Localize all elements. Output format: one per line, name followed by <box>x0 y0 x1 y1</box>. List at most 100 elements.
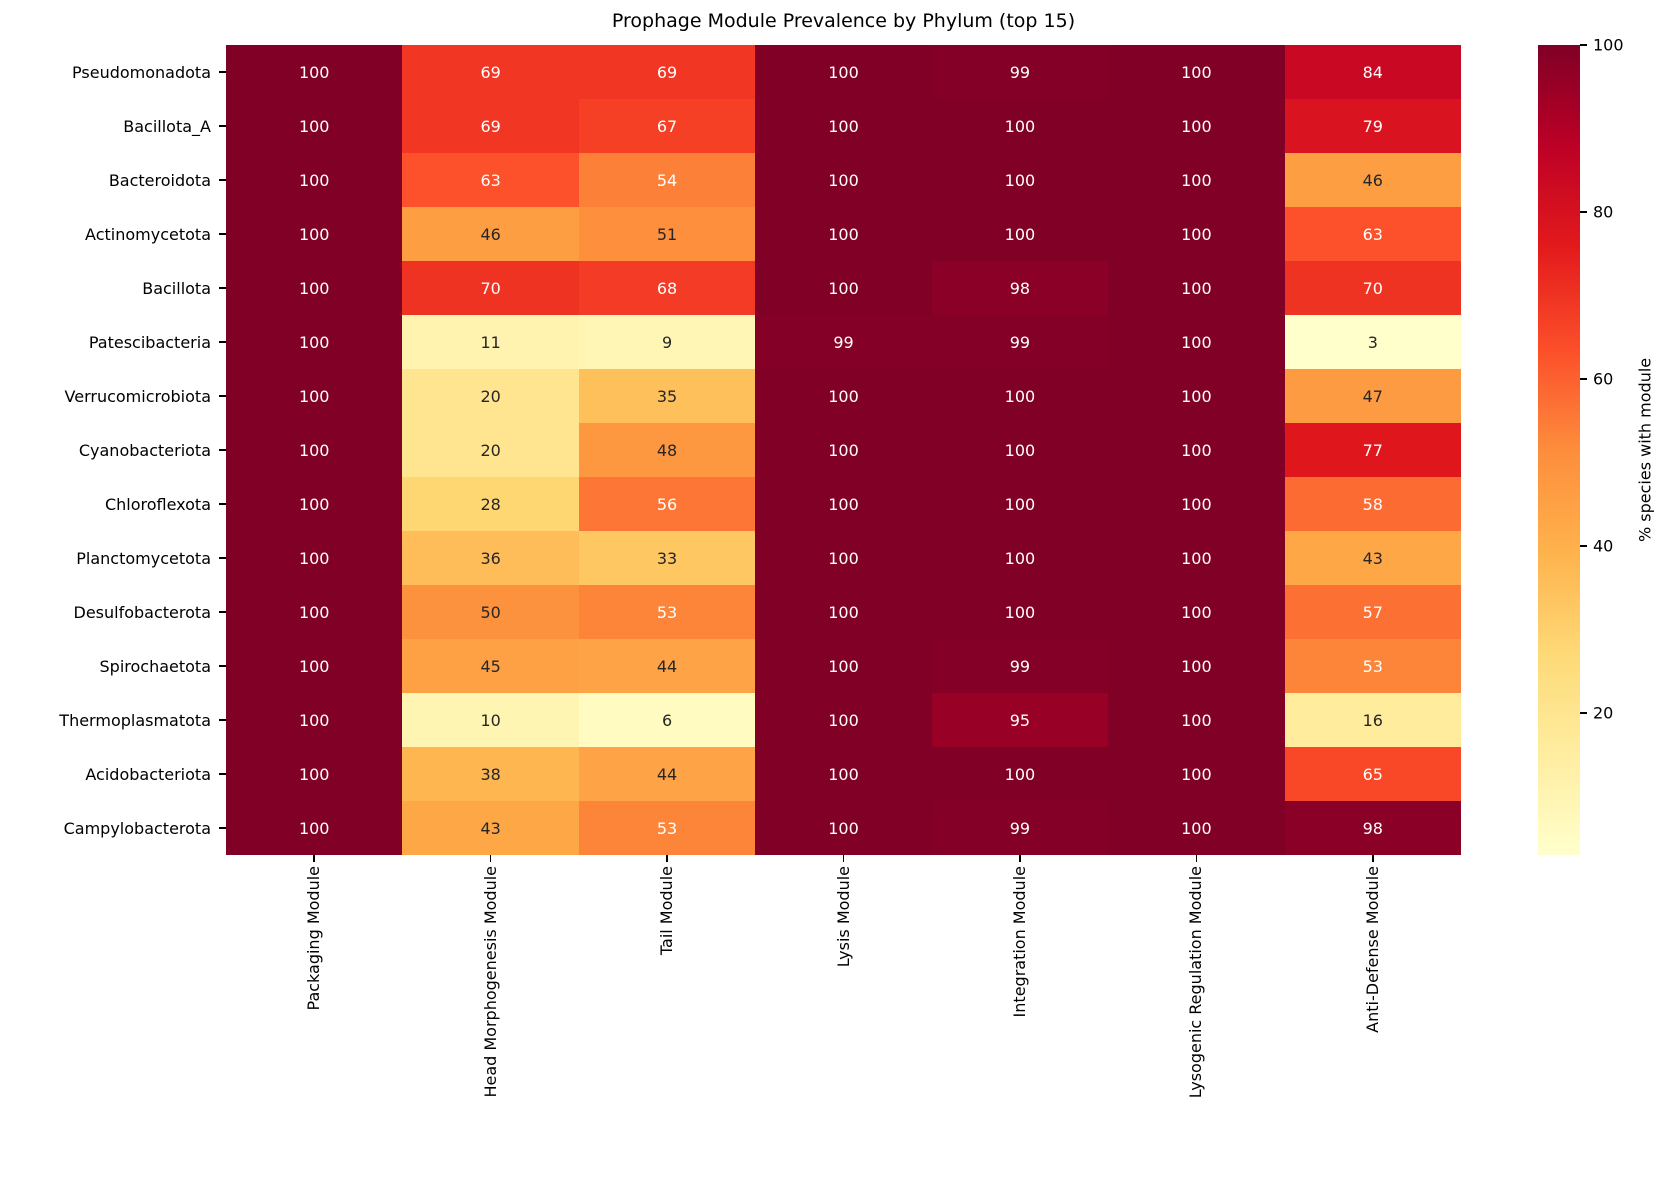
heatmap-cell: 56 <box>578 477 756 531</box>
heatmap-cell: 100 <box>755 477 932 531</box>
colorbar-tick-label: 60 <box>1593 369 1614 389</box>
heatmap-cell: 69 <box>402 45 579 99</box>
cell-value: 100 <box>298 440 330 460</box>
row-label: Bacillota_A <box>123 116 211 136</box>
heatmap-cell: 20 <box>402 369 579 423</box>
heatmap-cell: 33 <box>578 531 756 585</box>
heatmap-cell: 45 <box>402 639 579 693</box>
heatmap-cell: 58 <box>1284 477 1461 531</box>
cell-value: 100 <box>828 170 859 190</box>
cell-value: 100 <box>1181 62 1212 82</box>
x-tick <box>1371 855 1374 862</box>
colorbar-label: % species with module <box>1635 357 1655 543</box>
heatmap-cell: 36 <box>402 531 579 585</box>
cell-value: 100 <box>828 710 859 730</box>
row-label: Planctomycetota <box>76 548 211 568</box>
cell-value: 100 <box>298 494 330 514</box>
heatmap-cell: 100 <box>931 99 1109 153</box>
cell-value: 100 <box>298 278 330 298</box>
cell-value: 51 <box>656 224 678 244</box>
cell-value: 100 <box>828 818 859 838</box>
cell-value: 67 <box>656 116 678 136</box>
cell-value: 100 <box>1004 224 1036 244</box>
heatmap-cell: 100 <box>755 261 932 315</box>
cell-value: 100 <box>1181 548 1212 568</box>
cell-value: 53 <box>1362 656 1383 676</box>
cell-value: 98 <box>1362 818 1383 838</box>
cell-value: 50 <box>480 602 501 622</box>
cell-value: 100 <box>1181 116 1212 136</box>
heatmap-cell: 100 <box>755 423 932 477</box>
cell-value: 48 <box>656 440 678 460</box>
cell-value: 36 <box>480 548 501 568</box>
cell-value: 16 <box>1362 710 1383 730</box>
heatmap-cell: 100 <box>1108 639 1285 693</box>
heatmap-cell: 100 <box>755 153 932 207</box>
y-tick <box>219 71 226 73</box>
y-tick <box>219 287 226 289</box>
cell-value: 11 <box>480 332 501 352</box>
cell-value: 70 <box>1362 278 1383 298</box>
heatmap-cell: 100 <box>755 531 932 585</box>
heatmap-cell: 77 <box>1284 423 1461 477</box>
cell-value: 35 <box>656 386 678 406</box>
cell-value: 43 <box>1362 548 1383 568</box>
cell-value: 9 <box>661 332 673 352</box>
heatmap-cell: 53 <box>578 801 756 855</box>
cell-value: 99 <box>1009 818 1031 838</box>
heatmap-cell: 100 <box>226 747 403 801</box>
heatmap-cell: 51 <box>578 207 756 261</box>
cell-value: 100 <box>298 764 330 784</box>
cell-value: 65 <box>1362 764 1383 784</box>
cell-value: 100 <box>828 224 859 244</box>
cell-value: 100 <box>1181 818 1212 838</box>
cell-value: 53 <box>656 602 678 622</box>
heatmap-cell: 99 <box>931 315 1109 369</box>
cell-value: 100 <box>1181 710 1212 730</box>
heatmap-cell: 100 <box>755 45 932 99</box>
heatmap-cell: 79 <box>1284 99 1461 153</box>
cell-value: 100 <box>1181 494 1212 514</box>
heatmap-cell: 100 <box>1108 477 1285 531</box>
heatmap-cell: 100 <box>1108 423 1285 477</box>
cell-value: 100 <box>1181 278 1212 298</box>
cell-value: 63 <box>1362 224 1383 244</box>
heatmap-cell: 20 <box>402 423 579 477</box>
heatmap-cell: 63 <box>1284 207 1461 261</box>
heatmap-cell: 38 <box>402 747 579 801</box>
colorbar-tick <box>1580 44 1587 46</box>
heatmap-cell: 100 <box>1108 585 1285 639</box>
heatmap-cell: 9 <box>578 315 756 369</box>
y-tick <box>219 233 226 235</box>
heatmap-cell: 99 <box>755 315 932 369</box>
x-tick <box>842 855 845 862</box>
row-label: Desulfobacterota <box>73 602 211 622</box>
heatmap-cell: 57 <box>1284 585 1461 639</box>
cell-value: 100 <box>1004 602 1036 622</box>
col-label: Lysogenic Regulation Module <box>1186 866 1206 1099</box>
cell-value: 100 <box>298 548 330 568</box>
heatmap-cell: 69 <box>402 99 579 153</box>
cell-value: 100 <box>298 818 330 838</box>
heatmap-cell: 100 <box>755 207 932 261</box>
colorbar-tick-label: 40 <box>1593 536 1614 556</box>
y-tick <box>219 827 226 829</box>
col-label: Head Morphogenesis Module <box>480 866 500 1098</box>
heatmap-cell: 70 <box>1284 261 1461 315</box>
cell-value: 84 <box>1362 62 1383 82</box>
col-label: Integration Module <box>1009 866 1029 1018</box>
heatmap-cell: 100 <box>226 369 403 423</box>
cell-value: 100 <box>1004 116 1036 136</box>
heatmap-cell: 98 <box>931 261 1109 315</box>
y-tick <box>219 179 226 181</box>
colorbar-tick <box>1580 545 1587 547</box>
cell-value: 77 <box>1362 440 1383 460</box>
y-tick <box>219 665 226 667</box>
y-tick <box>219 341 226 343</box>
cell-value: 63 <box>480 170 501 190</box>
cell-value: 38 <box>480 764 501 784</box>
cell-value: 100 <box>298 116 330 136</box>
cell-value: 46 <box>480 224 501 244</box>
heatmap-cell: 67 <box>578 99 756 153</box>
cell-value: 100 <box>1004 764 1036 784</box>
